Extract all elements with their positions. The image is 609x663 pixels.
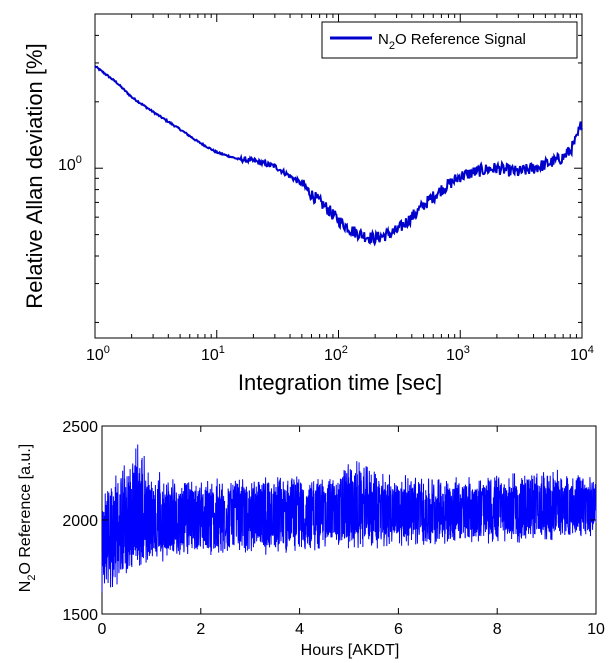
bottom-y-tick-labels: 1500 2000 2500 bbox=[62, 419, 98, 624]
bottom-plot-area bbox=[101, 444, 597, 593]
top-x-tick-label: 103 bbox=[446, 344, 470, 364]
top-plot-area bbox=[94, 65, 583, 247]
legend-box bbox=[321, 21, 578, 59]
bottom-y-tick-label: 2000 bbox=[62, 513, 98, 530]
bottom-x-tick-label: 4 bbox=[295, 621, 304, 638]
reference-time-series-chart: 1500 2000 2500 0 2 4 6 8 10 Hours [AKDT] N2O Re… bbox=[17, 419, 605, 659]
bottom-x-tick-label: 10 bbox=[587, 621, 605, 638]
bottom-axis-ticks bbox=[101, 425, 597, 615]
allan-deviation-chart: N2O Reference Signal 100 100 101 102 103… bbox=[22, 13, 594, 395]
top-x-tick-label: 102 bbox=[324, 344, 348, 364]
top-y-tick-label: 100 bbox=[58, 154, 82, 174]
bottom-x-tick-labels: 0 2 4 6 8 10 bbox=[98, 621, 605, 638]
legend-entry-label: N2O Reference Signal bbox=[378, 31, 526, 52]
bottom-x-axis-label: Hours [AKDT] bbox=[301, 642, 400, 659]
bottom-y-axis-label: N2O Reference [a.u.] bbox=[17, 444, 38, 592]
top-axis-ticks bbox=[94, 13, 582, 338]
top-x-axis-label: Integration time [sec] bbox=[238, 370, 442, 395]
bottom-x-tick-label: 8 bbox=[493, 621, 502, 638]
top-x-tick-labels: 100 101 102 103 104 bbox=[86, 344, 594, 364]
legend: N2O Reference Signal bbox=[321, 21, 578, 59]
bottom-x-tick-label: 2 bbox=[196, 621, 205, 638]
bottom-y-tick-label: 1500 bbox=[62, 607, 98, 624]
allan-deviation-series-line bbox=[94, 65, 583, 247]
top-y-axis-label: Relative Allan deviation [%] bbox=[22, 43, 47, 308]
top-x-tick-label: 101 bbox=[201, 344, 225, 364]
top-x-tick-label: 104 bbox=[570, 344, 594, 364]
top-x-tick-label: 100 bbox=[86, 344, 110, 364]
reference-signal-series-line bbox=[101, 444, 597, 593]
bottom-x-tick-label: 0 bbox=[98, 621, 107, 638]
top-plot-frame bbox=[94, 13, 583, 339]
bottom-y-tick-label: 2500 bbox=[62, 419, 98, 436]
bottom-x-tick-label: 6 bbox=[394, 621, 403, 638]
